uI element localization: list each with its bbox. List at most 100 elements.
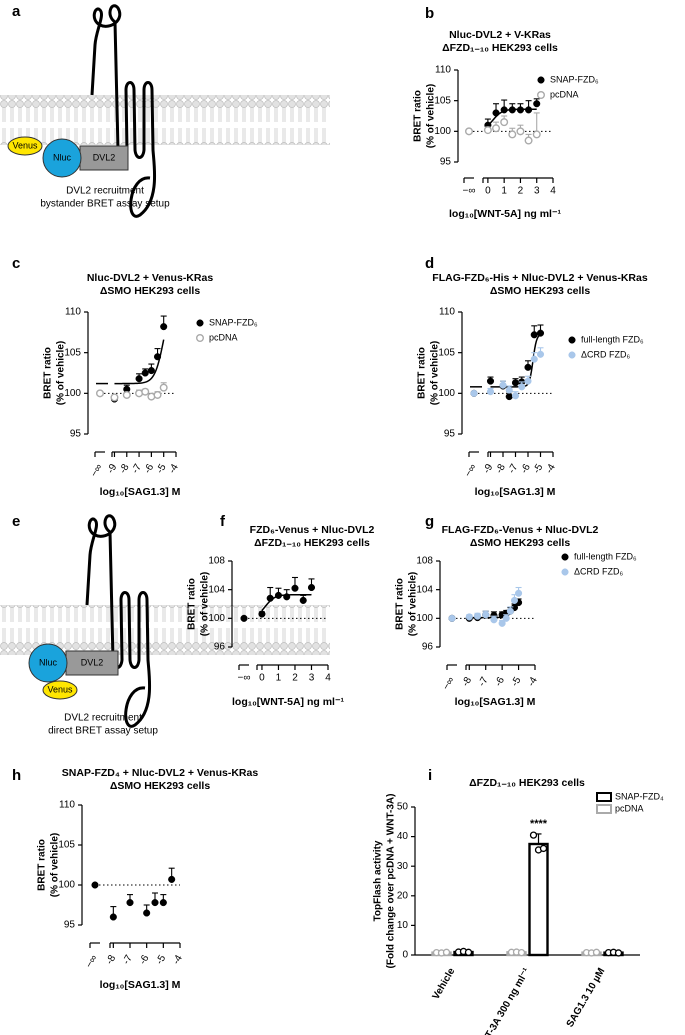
data-point	[299, 596, 307, 604]
x-tick-label: 0	[259, 673, 265, 684]
legend-marker	[561, 568, 569, 576]
x-axis-label: log₁₀[SAG1.3] M	[475, 486, 556, 498]
data-point	[448, 614, 456, 622]
data-point	[159, 899, 167, 907]
x-tick-label: 2	[518, 186, 524, 197]
venus-label: Venus	[12, 140, 38, 150]
data-point	[159, 383, 168, 392]
x-tick-label: -5	[154, 953, 168, 967]
panel-letter: e	[12, 513, 20, 530]
y-tick-label: 40	[397, 831, 409, 842]
x-axis-label: log₁₀[SAG1.3] M	[100, 979, 181, 991]
y-axis-label: (Fold change over pcDNA + WNT-3A)	[386, 794, 397, 969]
data-point	[266, 594, 274, 602]
y-axis-label: BRET ratio	[417, 347, 428, 399]
data-point	[500, 106, 508, 114]
x-tick-label: −∞	[238, 673, 251, 684]
x-tick-label: 4	[550, 186, 556, 197]
receptor	[90, 4, 157, 218]
legend-marker	[596, 804, 612, 814]
y-tick-label: 100	[58, 880, 75, 891]
x-tick-label: WNT-3A 300 ng ml⁻¹	[475, 966, 533, 1035]
chart-title: Nluc-DVL2 + Venus-KRas	[87, 272, 213, 284]
y-tick-label: 104	[208, 584, 225, 595]
legend-label: full-length FZD₆	[574, 551, 637, 561]
data-point	[109, 913, 117, 921]
caption: bystander BRET assay setup	[40, 199, 170, 210]
data-point	[517, 948, 526, 957]
data-point	[258, 610, 266, 618]
caption: direct BRET assay setup	[48, 726, 158, 737]
venus	[7, 136, 43, 156]
data-point	[508, 130, 517, 139]
panel-letter: a	[12, 3, 21, 20]
fit-curve	[114, 339, 165, 385]
nluc	[42, 138, 82, 178]
chart-title: Nluc-DVL2 + V-KRas	[449, 29, 551, 41]
diagram-e: e DVL2 Nluc Venus DVL2 recruitment direc…	[0, 513, 330, 737]
x-tick-label: -4	[167, 462, 181, 476]
y-tick-label: 110	[65, 307, 81, 318]
data-point	[492, 124, 501, 133]
data-point	[483, 126, 492, 135]
data-point	[160, 323, 168, 331]
data-point	[529, 831, 538, 839]
legend-marker	[596, 792, 612, 802]
panel-letter: c	[12, 255, 20, 272]
y-tick-label: 96	[422, 642, 434, 653]
x-tick-label: −∞	[463, 186, 476, 197]
x-tick-label: −∞	[84, 953, 100, 970]
data-point	[530, 331, 538, 339]
panel-letter: g	[425, 513, 434, 530]
data-point	[110, 393, 119, 402]
y-tick-label: 20	[397, 890, 409, 901]
caption: DVL2 recruitment	[64, 713, 142, 724]
data-point	[486, 377, 495, 385]
y-tick-label: 50	[397, 802, 409, 813]
x-tick-label: -4	[544, 462, 558, 476]
data-point	[240, 614, 248, 622]
legend-label: ΔCRD FZD₆	[574, 566, 624, 576]
membrane	[0, 95, 330, 145]
y-axis-label: BRET ratio	[43, 347, 54, 399]
data-point	[122, 390, 131, 399]
legend-label: pcDNA	[615, 803, 644, 813]
panel-letter: f	[220, 513, 226, 530]
data-point	[498, 619, 506, 627]
data-point	[506, 607, 514, 615]
x-tick-label: 3	[309, 673, 315, 684]
x-tick-label: -5	[509, 675, 523, 689]
data-point	[532, 130, 541, 139]
nluc-label: Nluc	[53, 152, 72, 162]
data-point	[516, 127, 525, 136]
dvl2	[79, 145, 129, 171]
data-point	[502, 614, 510, 622]
y-tick-label: 95	[64, 920, 76, 931]
legend-label: full-length FZD₆	[581, 334, 644, 344]
y-tick-label: 100	[64, 388, 81, 399]
y-tick-label: 96	[214, 642, 226, 653]
data-point	[151, 899, 159, 907]
x-tick-label: Vehicle	[431, 966, 458, 1002]
y-tick-label: 95	[444, 429, 456, 440]
x-tick-label: -8	[104, 953, 118, 967]
x-tick-label: 3	[534, 186, 540, 197]
y-tick-label: 108	[416, 556, 433, 567]
y-tick-label: 105	[64, 347, 81, 358]
y-tick-label: 10	[397, 920, 409, 931]
x-tick-label: -8	[460, 675, 474, 689]
data-point	[499, 381, 507, 389]
y-tick-label: 105	[438, 347, 455, 358]
x-axis-label: log₁₀[SAG1.3] M	[100, 486, 181, 498]
y-tick-label: 100	[416, 613, 433, 624]
data-point	[307, 583, 316, 592]
data-point	[135, 375, 143, 383]
y-tick-label: 110	[439, 307, 455, 318]
fit-curve	[490, 334, 541, 388]
data-point	[141, 387, 150, 396]
data-point	[147, 367, 155, 375]
data-point	[464, 948, 473, 956]
y-tick-label: 100	[434, 126, 451, 137]
chart-title: ΔFZD₁₋₁₀ HEK293 cells	[469, 777, 585, 789]
y-tick-label: 100	[438, 388, 455, 399]
